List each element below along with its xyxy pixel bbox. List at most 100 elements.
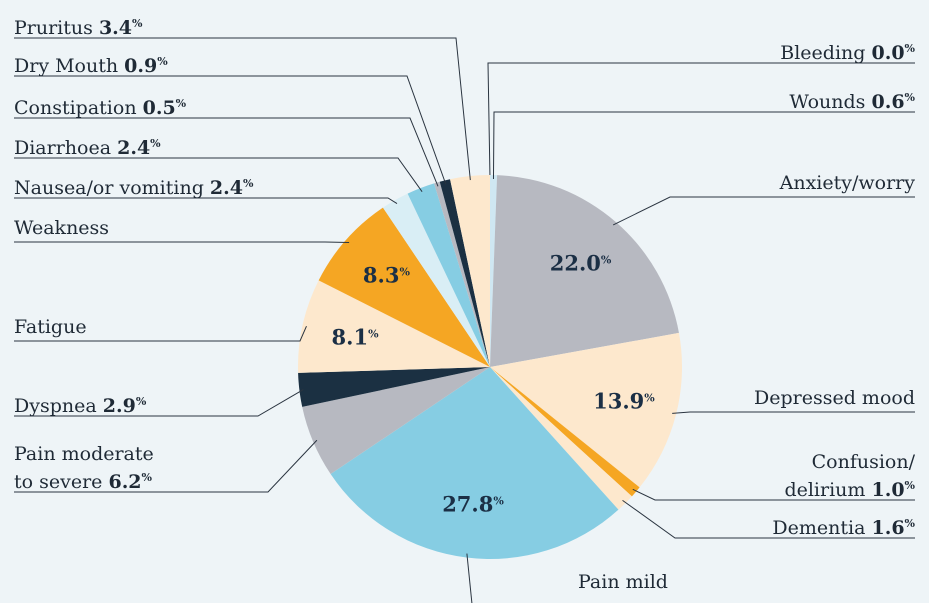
unit-label: % [904, 91, 915, 104]
value-label: 3.4% [99, 17, 143, 39]
slice-label: Fatigue [14, 315, 87, 339]
pie-slice [490, 367, 632, 510]
value-label: 1.6% [871, 517, 915, 539]
pie-slice [434, 181, 490, 367]
value-label: 13.9% [593, 389, 655, 414]
value-label: 2.4% [117, 137, 161, 159]
category-label: Weakness [14, 217, 110, 239]
unit-label: % [904, 479, 915, 492]
leader-line [612, 196, 915, 226]
leader-line [14, 197, 398, 205]
unit-label: % [493, 494, 504, 508]
value-text: 3.4 [98, 17, 132, 39]
pie-slice [490, 332, 682, 488]
pie-slice [330, 367, 619, 559]
unit-label: % [150, 137, 161, 150]
unit-label: % [399, 265, 410, 279]
slice-label: Dementia 1.6% [772, 512, 915, 540]
value-text: 27.8 [442, 491, 494, 517]
unit-label: % [368, 327, 379, 341]
slice-label: Nausea/or vomiting 2.4% [14, 172, 253, 200]
category-label: Dyspnea [14, 395, 97, 417]
value-label: 0.9% [124, 55, 168, 77]
category-label: Dry Mouth [14, 55, 119, 77]
category-label: Anxiety/worry [779, 172, 915, 194]
category-label: Depressed mood [754, 387, 915, 409]
slice-label: Constipation 0.5% [14, 92, 186, 120]
pie-slice [318, 207, 490, 367]
slice-label: Weakness [14, 216, 109, 240]
unit-label: % [132, 17, 143, 30]
pie-slice [382, 193, 490, 367]
leader-line [14, 439, 318, 493]
value-text: 1.0 [871, 479, 905, 501]
pie-slice [407, 183, 490, 367]
leader-line [14, 389, 304, 417]
value-label: 0.0% [871, 42, 915, 64]
value-text: 2.9 [102, 395, 136, 417]
leader-line [487, 62, 915, 180]
value-text: 6.2 [108, 471, 142, 493]
value-text: 22.0 [549, 250, 601, 276]
category-label: Diarrhoea [14, 137, 112, 159]
value-text: 0.9 [124, 55, 158, 77]
leader-line [14, 75, 447, 185]
leader-line [14, 326, 307, 342]
leader-line [492, 111, 915, 180]
leader-line [14, 117, 439, 187]
category-label: Fatigue [14, 316, 87, 338]
pie-slice [298, 280, 490, 373]
pie-slice [302, 367, 490, 475]
pie-slice [439, 179, 490, 367]
value-label: 0.6% [871, 91, 915, 113]
leader-line [14, 157, 423, 192]
slice-label: Dry Mouth 0.9% [14, 50, 168, 78]
leader-line [622, 499, 915, 539]
category-label: Pain moderate to severe [14, 443, 154, 493]
slice-label: Pain moderate to severe 6.2% [14, 442, 154, 494]
unit-label: % [175, 97, 187, 110]
leader-line [466, 553, 473, 603]
pie-slice [490, 367, 640, 497]
slice-label: Confusion/ delirium 1.0% [784, 450, 915, 502]
category-label: Pruritus [14, 17, 93, 39]
value-label: 8.3% [363, 263, 410, 288]
leader-line [14, 37, 471, 181]
unit-label: % [242, 177, 254, 190]
slice-label: Pruritus 3.4% [14, 12, 142, 40]
value-label: 1.0% [871, 479, 915, 501]
pie-slice [490, 175, 498, 367]
value-label: 27.8% [442, 492, 504, 517]
slice-label: Pain mild [578, 570, 668, 594]
value-label: 6.2% [108, 471, 152, 493]
unit-label: % [141, 471, 152, 484]
category-label: Dementia [772, 517, 866, 539]
category-label: Confusion/ delirium [784, 451, 915, 501]
category-label: Pain mild [578, 571, 668, 593]
unit-label: % [904, 42, 915, 55]
unit-label: % [135, 395, 147, 408]
value-label: 8.1% [332, 325, 379, 350]
unit-label: % [904, 517, 915, 530]
value-label: 2.4% [210, 177, 254, 199]
category-label: Wounds [789, 91, 866, 113]
slice-label: Dyspnea 2.9% [14, 390, 146, 418]
unit-label: % [600, 253, 612, 267]
pie-slice [490, 175, 679, 367]
leader-line [672, 411, 915, 414]
value-label: 2.9% [103, 395, 147, 417]
value-text: 13.9 [593, 388, 645, 414]
slice-label: Diarrhoea 2.4% [14, 132, 161, 160]
unit-label: % [157, 55, 168, 68]
value-text: 8.1 [331, 324, 369, 350]
pie-slice [298, 367, 490, 407]
category-label: Constipation [14, 97, 137, 119]
slice-label: Anxiety/worry [780, 171, 915, 195]
value-text: 2.4 [117, 137, 151, 159]
category-label: Nausea/or vomiting [14, 177, 204, 199]
value-label: 0.5% [143, 97, 187, 119]
value-text: 0.5 [142, 97, 176, 119]
slice-label: Bleeding 0.0% [780, 37, 915, 65]
value-text: 8.3 [362, 262, 400, 288]
